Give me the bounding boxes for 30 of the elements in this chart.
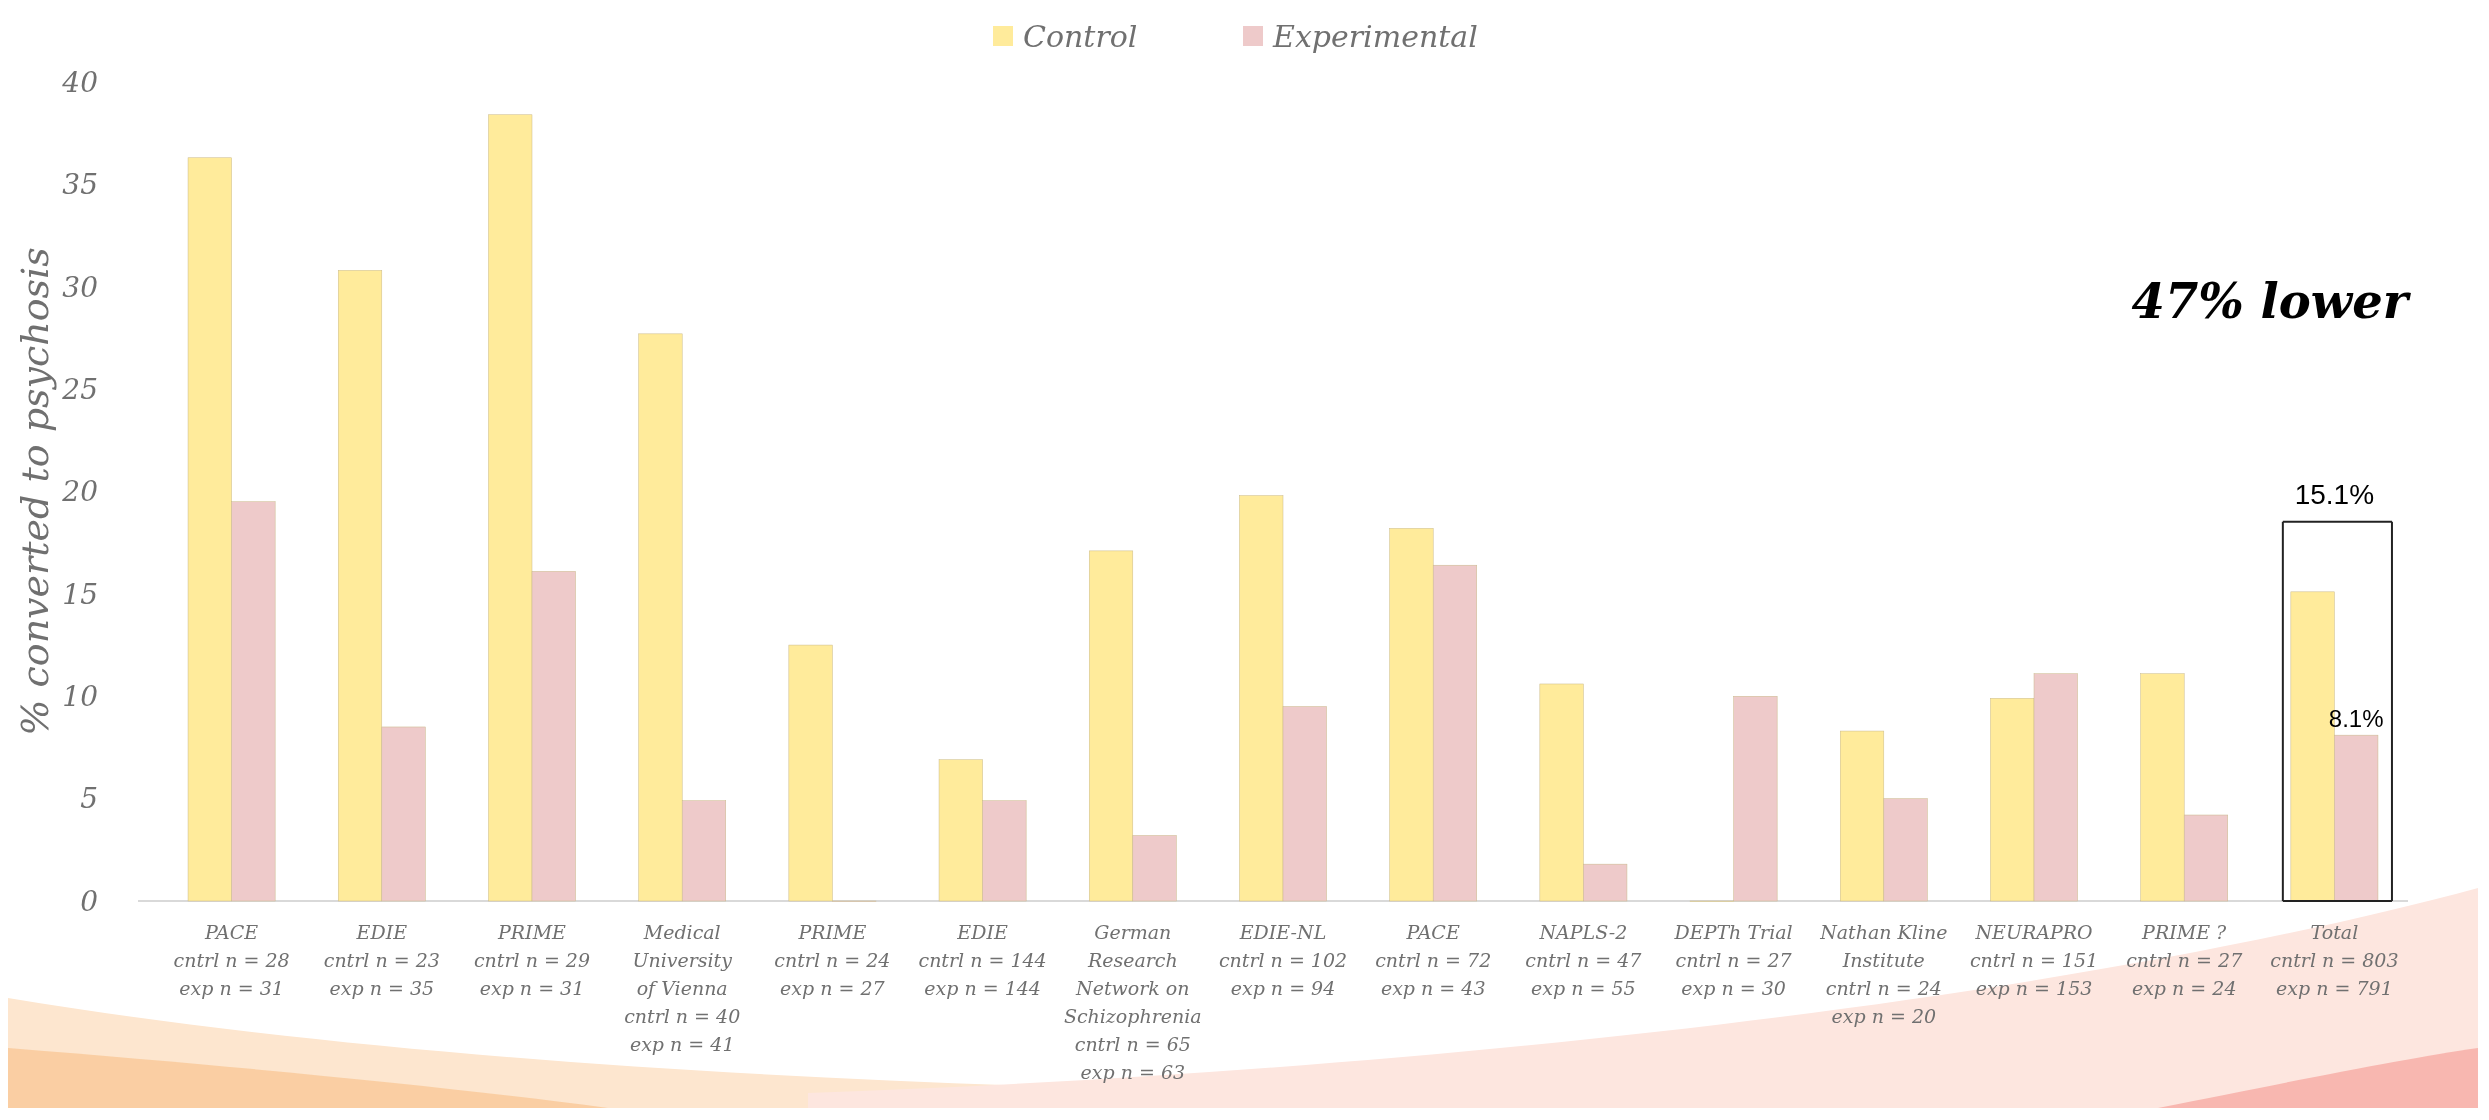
x-tick-label: NEURAPRO cntrl n = 151 exp n = 153 [1969,921,2099,999]
y-tick-label: 0 [80,884,98,918]
x-tick-label: PRIME cntrl n = 29 exp n = 31 [473,921,591,999]
y-tick-label: 5 [80,782,98,816]
x-tick-label: DEPTh Trial cntrl n = 27 exp n = 30 [1673,921,1793,999]
y-tick-label: 25 [61,372,98,406]
x-tick-label: EDIE cntrl n = 144 exp n = 144 [918,921,1047,999]
x-tick-label: EDIE-NL cntrl n = 102 exp n = 94 [1218,921,1348,999]
y-tick-label: 30 [62,270,98,304]
data-label: 15.1% [2294,478,2375,510]
x-tick-label: EDIE cntrl n = 23 exp n = 35 [323,921,440,999]
x-tick-label: NAPLS-2 cntrl n = 47 exp n = 55 [1525,921,1643,999]
x-tick-label: German Research Network on Schizophrenia cntrl n = 65 exp n = 63 [1063,921,1202,1083]
y-tick-label: 15 [62,577,98,611]
data-label: 8.1% [2328,705,2384,733]
x-tick-label: PRIME cntrl n = 24 exp n = 27 [774,921,891,999]
x-tick-label: Medical University of Vienna cntrl n = 40 exp n = 41 [624,921,741,1055]
x-tick-label: PRIME ? cntrl n = 27 exp n = 24 [2126,921,2244,999]
x-tick-label: Total cntrl n = 803 exp n = 791 [2270,921,2399,999]
x-tick-label: Nathan Kline Institute cntrl n = 24 exp n = 20 [1819,921,1948,1027]
x-tick-label: PACE cntrl n = 28 exp n = 31 [173,921,290,999]
x-tick-label: PACE cntrl n = 72 exp n = 43 [1375,921,1492,999]
y-tick-label: 20 [61,475,98,509]
y-tick-label: 10 [62,680,98,714]
y-tick-label: 40 [61,65,98,99]
legend-label: Experimental [1272,18,1478,54]
y-axis-title: % converted to psychosis [13,247,57,736]
y-tick-label: 35 [62,168,98,202]
legend-label: Control [1023,18,1138,54]
annotation: 47% lower [2131,273,2412,329]
